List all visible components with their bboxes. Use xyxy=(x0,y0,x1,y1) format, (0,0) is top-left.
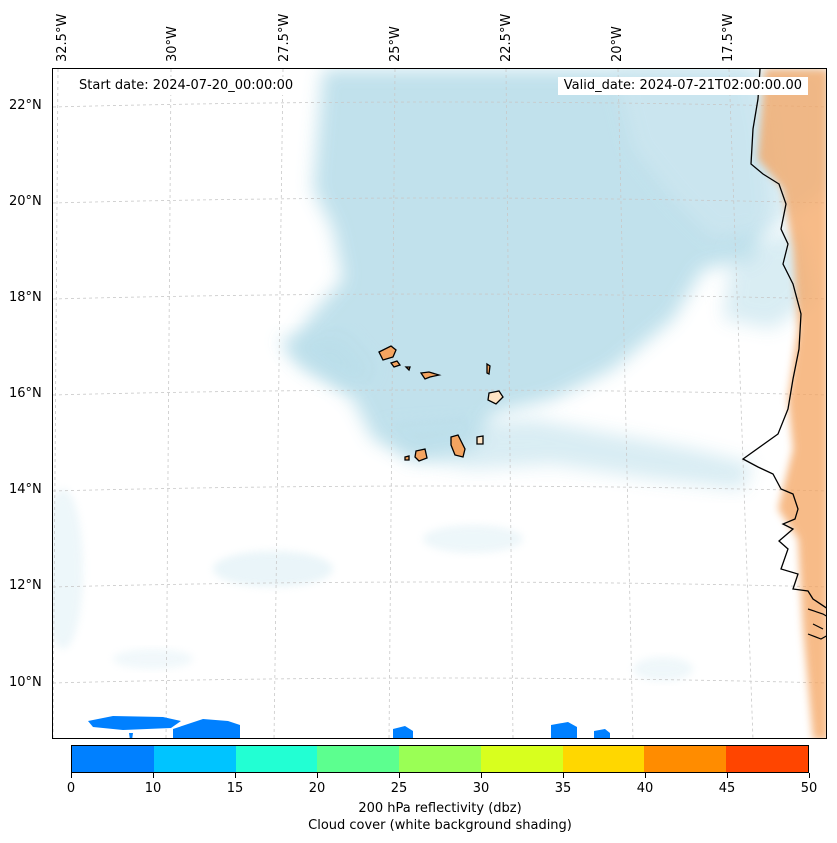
start-date-label: Start date: 2024-07-20_00:00:00 xyxy=(73,77,300,95)
island-brava xyxy=(404,455,410,461)
colorbar-tick-label: 15 xyxy=(226,781,244,796)
reflectivity-cell-3 xyxy=(129,733,133,738)
colorbar-tick-label: 30 xyxy=(472,781,490,796)
lat-label-10n: 10°N xyxy=(9,675,42,690)
colorbar-tick-label: 25 xyxy=(390,781,408,796)
cloud-mass-west xyxy=(278,334,373,389)
colorbar-segment-7 xyxy=(644,746,727,772)
colorbar-segment-8 xyxy=(726,746,809,772)
colorbar-tick-mark xyxy=(808,773,810,778)
colorbar-segment-6 xyxy=(562,746,645,772)
island-maio xyxy=(476,435,484,445)
island-santiago xyxy=(450,434,466,458)
cloud-patch-d xyxy=(633,657,693,681)
colorbar-tick-mark xyxy=(398,773,400,778)
cloud-coast-band xyxy=(723,229,813,329)
colorbar-tick-label: 35 xyxy=(554,781,572,796)
colorbar-tick-mark xyxy=(644,773,646,778)
reflectivity-cells xyxy=(88,716,610,738)
reflectivity-cell-4 xyxy=(393,726,413,738)
coastline-south xyxy=(807,608,826,640)
island-boa-vista xyxy=(487,390,504,405)
cloud-patch-e xyxy=(113,649,193,669)
mainland-warm-shading xyxy=(758,69,826,738)
colorbar-tick-label: 20 xyxy=(308,781,326,796)
lon-label-27-5w: 27.5°W xyxy=(277,13,292,62)
colorbar-tick-mark xyxy=(234,773,236,778)
lon-label-17-5w: 17.5°W xyxy=(721,13,736,62)
lon-label-25w: 25°W xyxy=(388,26,403,62)
colorbar xyxy=(71,745,809,773)
island-sal xyxy=(486,362,491,375)
lat-label-20n: 20°N xyxy=(9,194,42,209)
cloud-mass-south xyxy=(383,419,753,489)
coastline xyxy=(741,69,826,609)
map-panel[interactable] xyxy=(52,68,827,739)
colorbar-segment-3 xyxy=(317,746,400,772)
colorbar-segment-1 xyxy=(153,746,236,772)
lon-label-22-5w: 22.5°W xyxy=(499,13,514,62)
lat-label-12n: 12°N xyxy=(9,578,42,593)
island-sao-vicente xyxy=(389,360,402,368)
africa-mainland xyxy=(741,69,826,738)
island-fogo xyxy=(414,448,428,462)
reflectivity-cell-5 xyxy=(551,722,577,738)
colorbar-tick-mark xyxy=(152,773,154,778)
island-santo-antao xyxy=(378,345,397,361)
lat-label-14n: 14°N xyxy=(9,482,42,497)
colorbar-tick-label: 40 xyxy=(636,781,654,796)
colorbar-tick-mark xyxy=(70,773,72,778)
colorbar-tick-label: 45 xyxy=(718,781,736,796)
colorbar-tick-label: 50 xyxy=(800,781,818,796)
colorbar-segment-0 xyxy=(72,746,154,772)
colorbar-tick-label: 10 xyxy=(144,781,162,796)
colorbar-subtitle: Cloud cover (white background shading) xyxy=(308,818,572,833)
lat-label-18n: 18°N xyxy=(9,290,42,305)
lon-label-32-5w: 32.5°W xyxy=(55,13,70,62)
colorbar-segment-2 xyxy=(235,746,318,772)
colorbar-segment-4 xyxy=(399,746,481,772)
colorbar-segment-5 xyxy=(480,746,563,772)
lon-label-30w: 30°W xyxy=(165,26,180,62)
lat-label-16n: 16°N xyxy=(9,386,42,401)
reflectivity-cell-6 xyxy=(594,729,610,738)
colorbar-tick-mark xyxy=(726,773,728,778)
colorbar-tick-mark xyxy=(316,773,318,778)
island-sao-nicolau xyxy=(419,371,442,380)
colorbar-tick-mark xyxy=(480,773,482,778)
cloud-patch-c xyxy=(53,489,83,649)
graticule xyxy=(53,69,826,738)
cloud-patch-a xyxy=(213,551,333,587)
colorbar-tick-mark xyxy=(562,773,564,778)
cloud-patch-b xyxy=(423,525,523,553)
island-santa-luzia xyxy=(404,366,411,372)
map-canvas xyxy=(53,69,826,738)
reflectivity-cell-2 xyxy=(173,719,240,738)
cape-verde-islands xyxy=(378,345,504,462)
reflectivity-cell-1 xyxy=(88,716,181,730)
colorbar-title: 200 hPa reflectivity (dbz) xyxy=(358,801,522,816)
lon-label-20w: 20°W xyxy=(610,26,625,62)
colorbar-tick-label: 0 xyxy=(66,781,76,796)
valid-date-label: Valid_date: 2024-07-21T02:00:00.00 xyxy=(557,77,808,95)
lat-label-22n: 22°N xyxy=(9,98,42,113)
